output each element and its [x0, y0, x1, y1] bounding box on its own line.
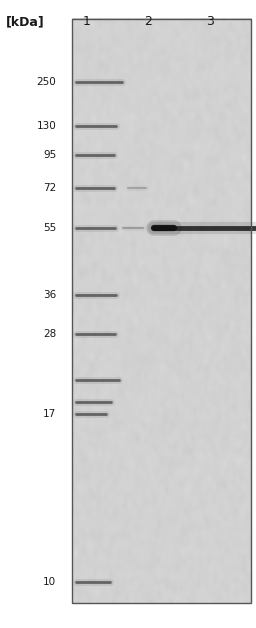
Text: 10: 10	[43, 577, 56, 587]
Text: 36: 36	[43, 290, 56, 300]
Text: 72: 72	[43, 183, 56, 193]
Text: 28: 28	[43, 329, 56, 339]
Text: 1: 1	[83, 16, 91, 28]
Text: 95: 95	[43, 150, 56, 160]
Text: [kDa]: [kDa]	[6, 16, 45, 28]
Text: 3: 3	[206, 16, 214, 28]
Text: 55: 55	[43, 223, 56, 233]
Text: 250: 250	[37, 77, 56, 87]
Text: 2: 2	[145, 16, 152, 28]
Text: 130: 130	[37, 121, 56, 131]
Text: 17: 17	[43, 409, 56, 420]
